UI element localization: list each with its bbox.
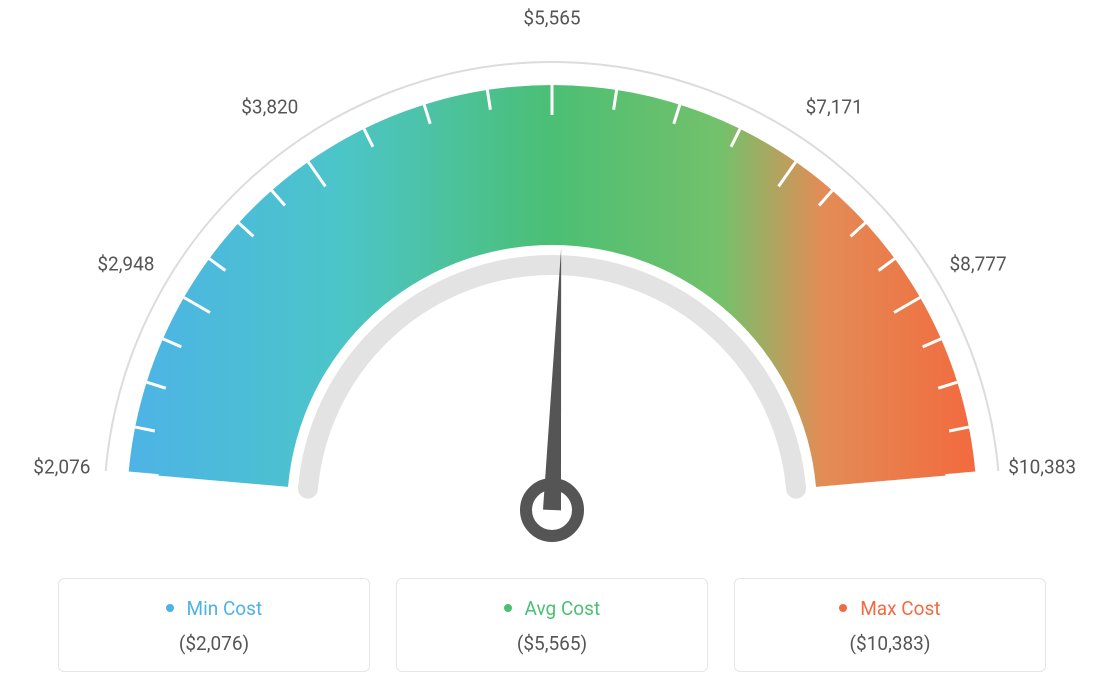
legend-title-min-text: Min Cost	[187, 597, 263, 620]
gauge-tick-label: $8,777	[950, 253, 1007, 276]
legend-value-avg: ($5,565)	[397, 632, 707, 655]
gauge-tick-label: $7,171	[806, 95, 863, 118]
dot-max-icon	[839, 604, 847, 612]
legend-title-avg-text: Avg Cost	[525, 597, 601, 620]
legend-card-max: Max Cost ($10,383)	[734, 578, 1046, 672]
legend-title-max-text: Max Cost	[860, 597, 940, 620]
gauge-tick-label: $3,820	[241, 95, 298, 118]
legend-value-min: ($2,076)	[59, 632, 369, 655]
gauge-tick-label: $5,565	[523, 7, 580, 30]
gauge-tick-label: $10,383	[1008, 456, 1076, 479]
dot-min-icon	[166, 604, 174, 612]
legend-card-avg: Avg Cost ($5,565)	[396, 578, 708, 672]
legend-card-min: Min Cost ($2,076)	[58, 578, 370, 672]
legend-title-min: Min Cost	[59, 597, 369, 620]
legend-title-avg: Avg Cost	[397, 597, 707, 620]
legend-row: Min Cost ($2,076) Avg Cost ($5,565) Max …	[0, 578, 1104, 672]
gauge-chart: $2,076 $2,948 $3,820 $5,565 $7,171 $8,777 $10,…	[0, 0, 1104, 560]
gauge-tick-label: $2,948	[97, 253, 154, 276]
gauge-tick-label: $2,076	[33, 456, 90, 479]
legend-value-max: ($10,383)	[735, 632, 1045, 655]
legend-title-max: Max Cost	[735, 597, 1045, 620]
dot-avg-icon	[504, 604, 512, 612]
